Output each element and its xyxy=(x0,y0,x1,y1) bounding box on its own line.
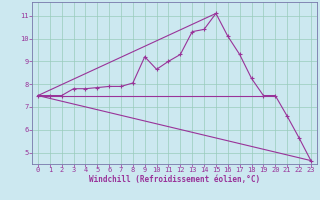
X-axis label: Windchill (Refroidissement éolien,°C): Windchill (Refroidissement éolien,°C) xyxy=(89,175,260,184)
